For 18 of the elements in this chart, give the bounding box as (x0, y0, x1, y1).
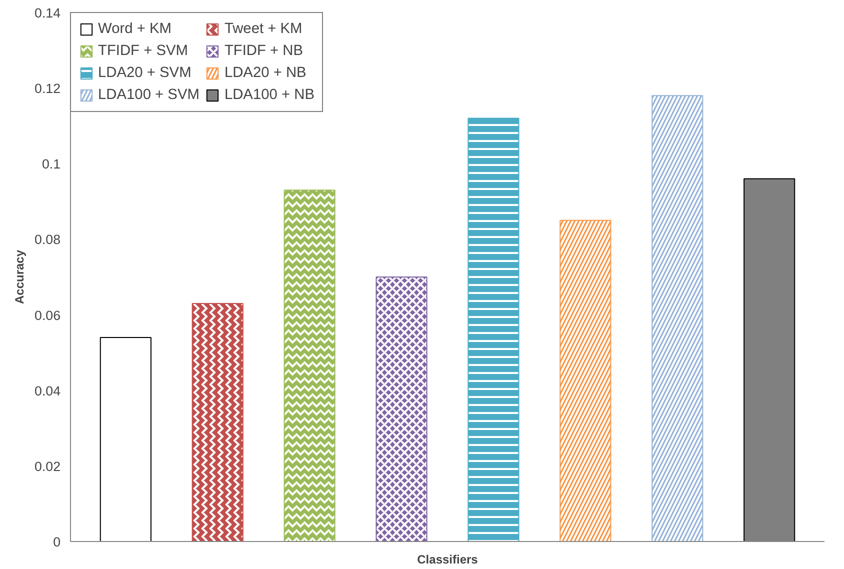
y-axis-title: Accuracy (12, 250, 27, 304)
legend-label: LDA20 + SVM (98, 65, 192, 81)
legend-label: LDA100 + SVM (98, 87, 200, 103)
legend-label: Tweet + KM (224, 21, 302, 37)
legend-label: LDA100 + NB (224, 87, 314, 103)
y-tick-label: 0 (53, 534, 61, 550)
legend-label: TFIDF + SVM (98, 43, 188, 59)
x-axis-title: Classifiers (417, 552, 478, 566)
legend-label: TFIDF + NB (224, 43, 304, 59)
legend-label: LDA20 + NB (224, 65, 306, 81)
y-tick-label: 0.14 (34, 6, 62, 20)
y-tick-label: 0.06 (34, 308, 61, 323)
y-tick-label: 0.12 (34, 81, 61, 96)
legend-label: Word + KM (98, 21, 172, 37)
y-tick-label: 0.08 (34, 232, 61, 248)
y-tick-label: 0.1 (42, 156, 61, 172)
y-tick-label: 0.04 (34, 383, 62, 398)
y-tick-label: 0.02 (34, 458, 61, 474)
